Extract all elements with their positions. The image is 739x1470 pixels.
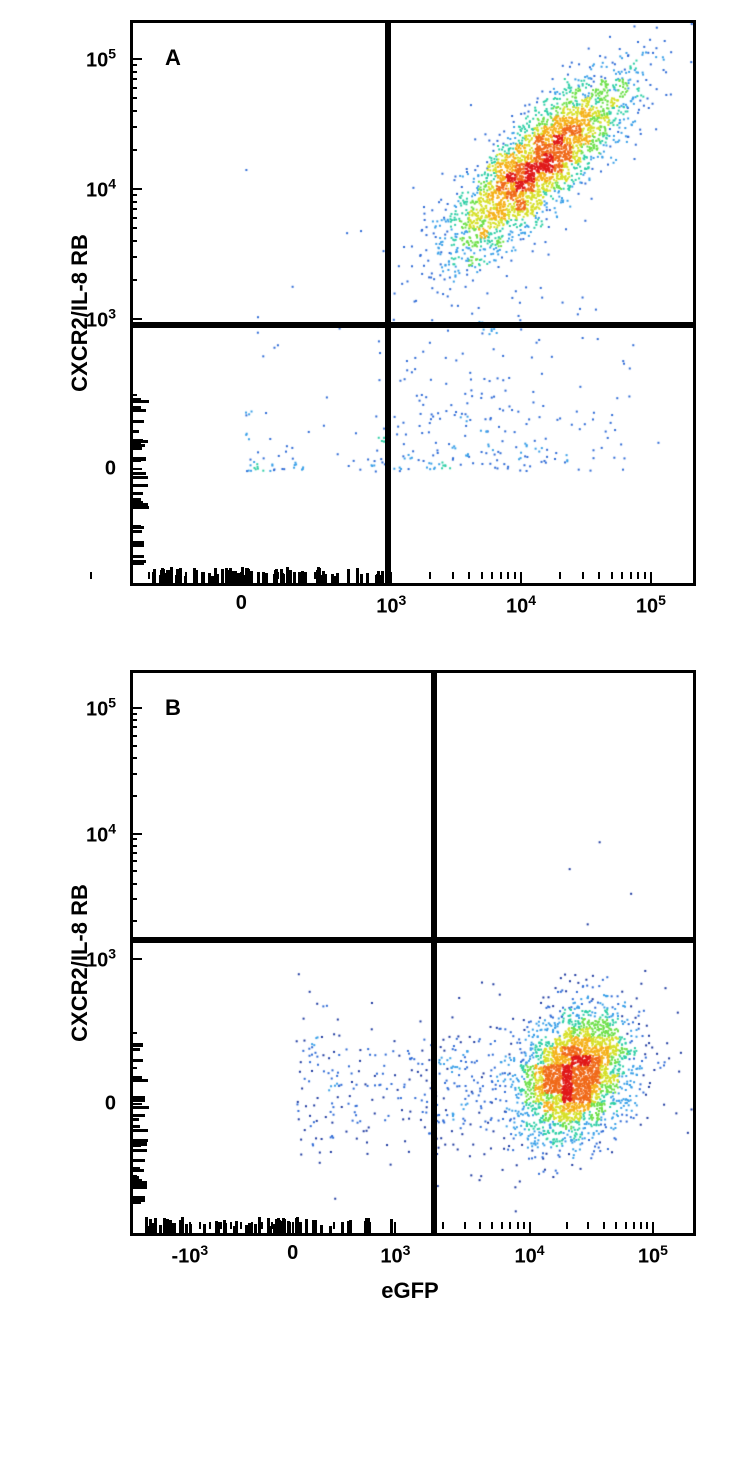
quadrant-vline-A bbox=[385, 23, 391, 583]
panel-label-A: A bbox=[165, 45, 181, 71]
y-tick-label: 104 bbox=[86, 176, 116, 203]
x-tick-label: 105 bbox=[638, 1242, 668, 1269]
figure-root: CXCR2/IL-8 RB 0103104105 A 0103104105 CX… bbox=[20, 20, 719, 1304]
x-tick-label: 103 bbox=[380, 1242, 410, 1269]
panel-B: CXCR2/IL-8 RB 0103104105 B -103010310410… bbox=[20, 670, 719, 1304]
panel-label-B: B bbox=[165, 695, 181, 721]
x-tick-label: 104 bbox=[515, 1242, 545, 1269]
quadrant-vline-B bbox=[431, 673, 437, 1233]
x-tick-label: 104 bbox=[506, 592, 536, 619]
y-tick-marks-B bbox=[130, 670, 144, 1230]
plot-area-B: B bbox=[130, 670, 696, 1236]
plot-area-A: A bbox=[130, 20, 696, 586]
x-tick-marks-B bbox=[130, 1222, 690, 1236]
y-tick-label: 105 bbox=[86, 695, 116, 722]
y-tick-marks-A bbox=[130, 20, 144, 580]
quadrant-hline-A bbox=[133, 322, 693, 328]
x-tick-label: 105 bbox=[636, 592, 666, 619]
x-tick-label: 103 bbox=[376, 592, 406, 619]
quadrant-hline-B bbox=[133, 937, 693, 943]
x-tick-label: 0 bbox=[236, 592, 247, 615]
x-tick-label: 0 bbox=[287, 1242, 298, 1265]
scatter-canvas-B bbox=[133, 673, 693, 1233]
x-tick-labels-A: 0 103 104 105 bbox=[130, 586, 690, 616]
y-tick-label: 104 bbox=[86, 820, 116, 847]
x-tick-labels-B: -103 0 103 104 105 bbox=[130, 1236, 690, 1266]
panel-A: CXCR2/IL-8 RB 0103104105 A 0103104105 bbox=[20, 20, 719, 630]
y-tick-label: 103 bbox=[86, 946, 116, 973]
x-tick-marks-A bbox=[130, 572, 690, 586]
x-axis-label: eGFP bbox=[130, 1278, 690, 1304]
y-tick-label: 0 bbox=[105, 1093, 116, 1116]
y-tick-label: 105 bbox=[86, 46, 116, 73]
y-tick-label: 103 bbox=[86, 305, 116, 332]
x-tick-label: -103 bbox=[172, 1242, 209, 1269]
y-tick-label: 0 bbox=[105, 457, 116, 480]
scatter-canvas-A bbox=[133, 23, 693, 583]
